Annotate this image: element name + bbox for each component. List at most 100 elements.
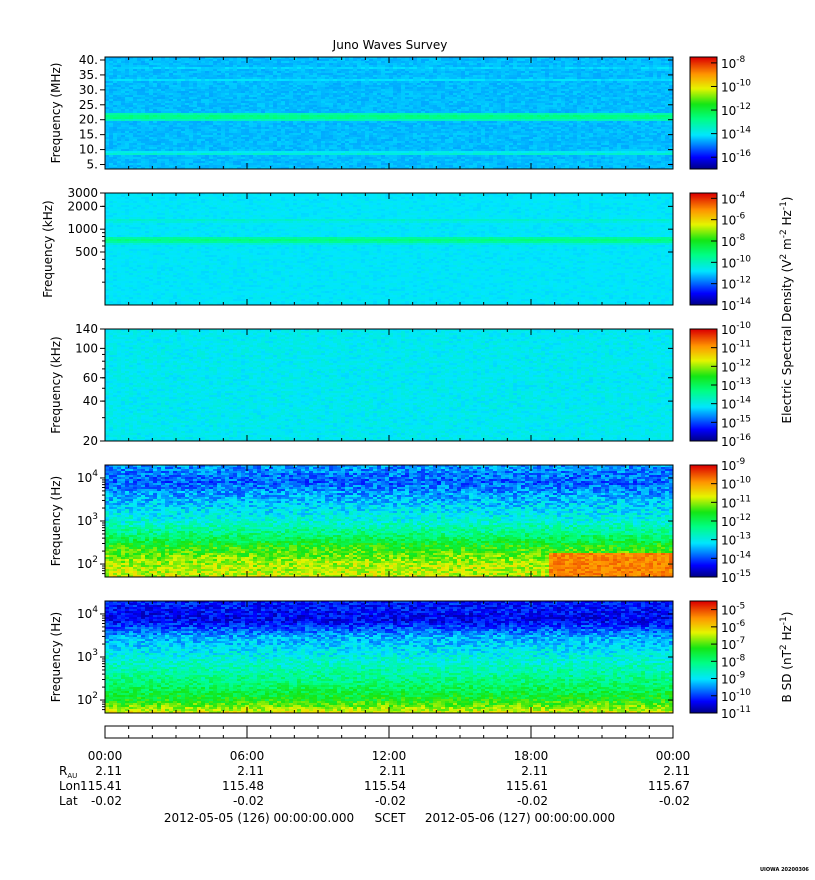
- panel-4: 104 103 102 Frequency (Hz) 10-9 10-10 10-11 10-…: [49, 457, 751, 585]
- y-tick-label: 20.: [79, 113, 98, 127]
- y-tick-label: 2000: [67, 199, 98, 213]
- time-range-start: 2012-05-05 (126) 00:00:00.000: [164, 811, 354, 825]
- colorbar-tick-label: 10-8: [721, 653, 746, 669]
- spectrogram-panels: 40.35.30.25.20.15.10.5. Frequency (MHz) 10…: [41, 53, 794, 721]
- ephemeris-table: RAU 2.11 2.11 2.11 2.11 2.11 Lon 115.41 115.48 11…: [59, 764, 690, 808]
- y-tick-label: 30.: [79, 83, 98, 97]
- y-tick-label: 103: [77, 512, 98, 528]
- y-axis-label: Frequency (kHz): [49, 336, 63, 433]
- ephemeris-value: -0.02: [233, 794, 264, 808]
- colorbar-tick-label: 10-8: [721, 55, 746, 71]
- colorbar-tick-label: 10-10: [721, 688, 751, 704]
- ephemeris-value: 2.11: [95, 764, 122, 778]
- colorbar-tick-label: 10-9: [721, 457, 746, 473]
- ephemeris-value: 115.67: [648, 779, 690, 793]
- spectrogram-image: [105, 329, 673, 441]
- colorbar-tick-label: 10-10: [721, 321, 751, 337]
- chart-title: Juno Waves Survey: [332, 38, 448, 52]
- spectrogram-image: [105, 57, 673, 169]
- colorbar-tick-label: 10-7: [721, 636, 745, 652]
- colorbar: [690, 193, 717, 305]
- ephemeris-value: -0.02: [659, 794, 690, 808]
- colorbar-tick-label: 10-12: [721, 102, 751, 118]
- colorbar-tick-label: 10-14: [721, 297, 751, 313]
- colorbar-tick-label: 10-10: [721, 254, 751, 270]
- colorbar-tick-label: 10-11: [721, 340, 751, 356]
- colorbar-tick-label: 10-5: [721, 602, 745, 618]
- y-tick-label: 500: [75, 245, 98, 259]
- y-tick-label: 100: [75, 341, 98, 355]
- y-tick-label: 5.: [87, 158, 98, 172]
- colorbar-label-electric: Electric Spectral Density (V2 m-2 Hz-1): [779, 196, 794, 423]
- y-tick-label: 40: [83, 394, 98, 408]
- colorbar-tick-label: 10-13: [721, 377, 751, 393]
- ephemeris-row-name: RAU: [59, 764, 77, 780]
- y-tick-label: 104: [77, 605, 98, 621]
- footer-tag: UIOWA 20200306: [760, 867, 809, 873]
- y-tick-label: 140: [75, 322, 98, 336]
- y-tick-label: 104: [77, 469, 98, 485]
- time-tick-label: 12:00: [372, 749, 407, 763]
- y-tick-label: 15.: [79, 128, 98, 142]
- time-axis: 00:00 06:00 12:00 18:00 00:00: [88, 725, 691, 763]
- y-tick-label: 60: [83, 371, 98, 385]
- colorbar-tick-label: 10-12: [721, 358, 751, 374]
- y-tick-label: 35.: [79, 68, 98, 82]
- colorbar-tick-label: 10-13: [721, 532, 751, 548]
- time-tick-label: 06:00: [230, 749, 265, 763]
- colorbar: [690, 57, 717, 169]
- time-tick-label: 00:00: [88, 749, 123, 763]
- ephemeris-value: -0.02: [517, 794, 548, 808]
- colorbar-tick-label: 10-11: [721, 494, 751, 510]
- time-tick-label: 18:00: [514, 749, 549, 763]
- y-tick-label: 3000: [67, 186, 98, 200]
- y-tick-label: 20: [83, 434, 98, 448]
- colorbar-tick-label: 10-8: [721, 233, 746, 249]
- ephemeris-value: 2.11: [663, 764, 690, 778]
- colorbar-tick-label: 10-9: [721, 671, 746, 687]
- ephemeris-value: -0.02: [91, 794, 122, 808]
- y-axis-label: Frequency (MHz): [49, 63, 63, 164]
- colorbar-tick-label: 10-6: [721, 619, 746, 635]
- panel-5: 104 103 102 Frequency (Hz) 10-510-610-710-8 1…: [49, 600, 751, 721]
- time-tick-label: 00:00: [656, 749, 691, 763]
- y-axis-label: Frequency (kHz): [41, 200, 55, 297]
- y-tick-label: 102: [77, 691, 98, 707]
- y-tick-label: 1000: [67, 222, 98, 236]
- ephemeris-value: 2.11: [237, 764, 264, 778]
- colorbar-tick-label: 10-12: [721, 513, 751, 529]
- ephemeris-row-name: Lat: [59, 794, 78, 808]
- panel-3: 140 100 60 40 20 Frequency (kHz) 10-10 10-11 10-…: [49, 321, 751, 449]
- colorbar-tick-label: 10-16: [721, 149, 751, 165]
- colorbar-frame: [689, 192, 718, 306]
- colorbar-tick-label: 10-10: [721, 78, 751, 94]
- colorbar-tick-label: 10-16: [721, 433, 751, 449]
- colorbar-frame: [689, 600, 718, 714]
- spectrogram-image: [105, 465, 673, 577]
- spectrogram-image: [105, 601, 673, 713]
- panel-1: 40.35.30.25.20.15.10.5. Frequency (MHz) 10…: [49, 53, 751, 172]
- colorbar: [690, 601, 717, 713]
- ephemeris-value: 115.41: [80, 779, 122, 793]
- colorbar-label-magnetic: B SD (nT2 Hz-1): [779, 612, 794, 703]
- colorbar-tick-label: 10-15: [721, 414, 751, 430]
- time-range-end: 2012-05-06 (127) 00:00:00.000: [425, 811, 615, 825]
- y-tick-label: 40.: [79, 53, 98, 67]
- colorbar-tick-label: 10-10: [721, 476, 751, 492]
- ephemeris-value: -0.02: [375, 794, 406, 808]
- y-tick-label: 10.: [79, 143, 98, 157]
- y-tick-label: 102: [77, 555, 98, 571]
- ephemeris-row-name: Lon: [59, 779, 80, 793]
- colorbar-tick-label: 10-6: [721, 212, 746, 228]
- colorbar-tick-label: 10-11: [721, 705, 751, 721]
- y-tick-label: 103: [77, 648, 98, 664]
- ephemeris-value: 115.48: [222, 779, 264, 793]
- y-tick-label: 25.: [79, 98, 98, 112]
- colorbar-frame: [689, 56, 718, 170]
- colorbar-tick-label: 10-14: [721, 126, 751, 142]
- y-axis-label: Frequency (Hz): [49, 612, 63, 703]
- ephemeris-value: 2.11: [521, 764, 548, 778]
- colorbar-tick-label: 10-14: [721, 550, 751, 566]
